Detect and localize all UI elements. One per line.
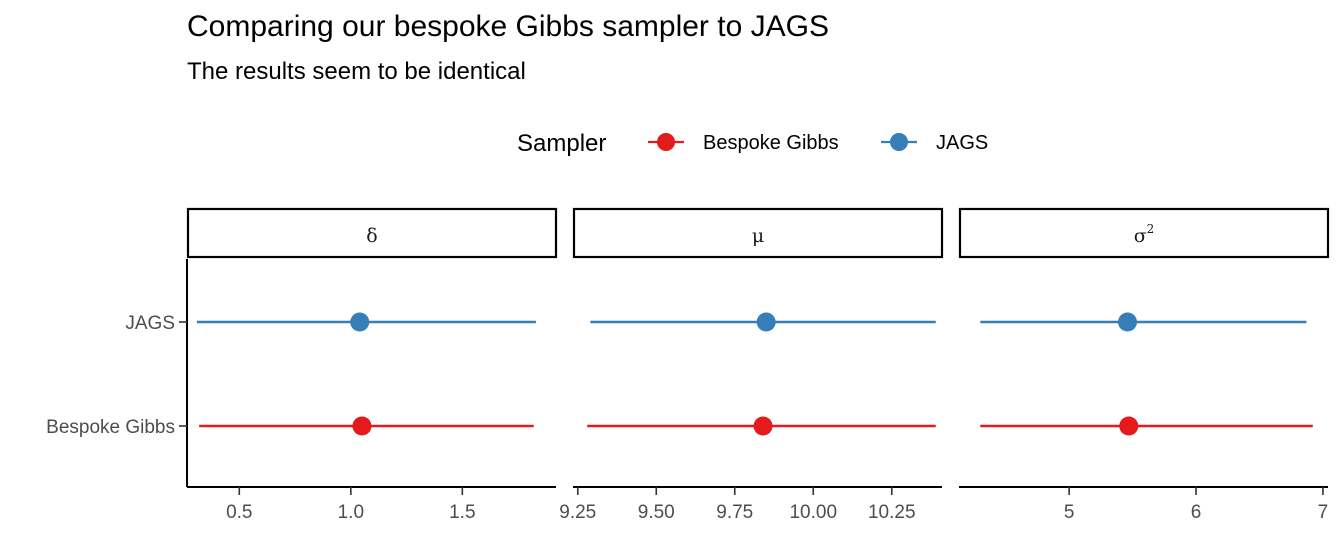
legend-title: Sampler — [517, 130, 606, 157]
x-tick-label: 1.0 — [338, 502, 364, 523]
facet-strip-label: δ — [366, 225, 377, 247]
facet-panel-2: σ25 6 7 — [958, 207, 1330, 523]
plot-area: JAGS Bespoke Gibbs δ 0.5 1.0 1.5 μ 9.25 9.50 9.75… — [46, 207, 1330, 523]
estimate-point-jags — [350, 312, 370, 332]
x-tick-label: 0.5 — [226, 502, 252, 523]
x-tick-label: 1.5 — [449, 502, 475, 523]
facet-panel-1: μ 9.25 9.50 9.75 10.00 10.25 — [559, 207, 944, 523]
estimate-point-jags — [1118, 312, 1138, 332]
facet-strip — [572, 207, 944, 259]
chart-title: Comparing our bespoke Gibbs sampler to J… — [187, 10, 829, 43]
x-tick-label: 9.50 — [638, 502, 675, 523]
estimate-point-bespoke-gibbs — [753, 416, 773, 436]
x-tick-label: 10.25 — [868, 502, 916, 523]
x-tick-label: 7 — [1318, 502, 1329, 523]
legend: Sampler Bespoke Gibbs JAGS — [517, 130, 988, 157]
facet-strip — [958, 207, 1330, 259]
legend-label: Bespoke Gibbs — [703, 132, 839, 154]
estimate-point-jags — [756, 312, 776, 332]
legend-key-point — [657, 133, 675, 151]
y-tick-label: JAGS — [125, 313, 175, 334]
estimate-point-bespoke-gibbs — [1119, 416, 1139, 436]
legend-label: JAGS — [936, 132, 988, 154]
facet-strip-label: μ — [752, 225, 764, 247]
x-tick-label: 9.25 — [559, 502, 596, 523]
chart-subtitle: The results seem to be identical — [187, 58, 526, 85]
x-tick-label: 9.75 — [716, 502, 753, 523]
legend-item-bespoke-gibbs: Bespoke Gibbs — [648, 132, 839, 154]
legend-item-jags: JAGS — [881, 132, 988, 154]
x-tick-label: 5 — [1064, 502, 1075, 523]
estimate-point-bespoke-gibbs — [352, 416, 372, 436]
legend-key-point — [890, 133, 908, 151]
facet-panel-0: δ 0.5 1.0 1.5 — [186, 207, 558, 523]
x-tick-label: 10.00 — [789, 502, 837, 523]
facet-strip — [186, 207, 558, 259]
x-tick-label: 6 — [1191, 502, 1202, 523]
y-tick-label: Bespoke Gibbs — [46, 417, 175, 438]
